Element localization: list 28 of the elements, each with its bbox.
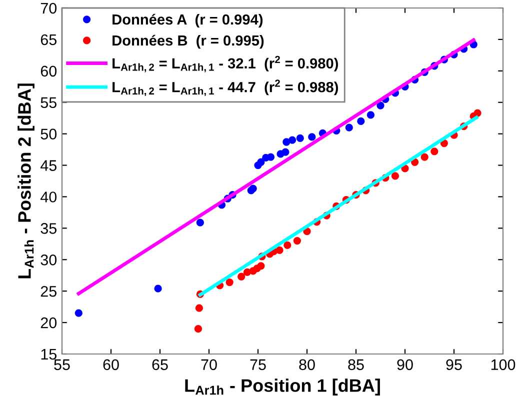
x-tick-label: 90 xyxy=(397,359,413,370)
y-tick-label: 65 xyxy=(40,34,56,46)
x-tick-label: 80 xyxy=(299,359,315,370)
y-tick-label: 35 xyxy=(40,223,56,234)
y-axis-title: L$_{Ar1h}$ - Position 2 [dBA] xyxy=(18,84,34,278)
x-tick-label: 55 xyxy=(54,359,70,370)
y-tick-label: 20 xyxy=(40,317,57,328)
legend-label: Données A (r = 0.994) xyxy=(112,14,263,28)
x-tick-label: 65 xyxy=(152,359,168,370)
y-tick-label: 15 xyxy=(41,349,56,360)
y-tick-label: 40 xyxy=(40,192,57,202)
y-tick-label: 25 xyxy=(40,286,56,297)
x-axis-title: L$_{Ar1h}$ - Position 1 [dBA] xyxy=(185,378,380,396)
legend-label: L$_{Ar1h,2}$ = L$_{Ar1h,1}$ - 44.7 (r$^{2}$ = 0.988) xyxy=(112,80,338,96)
y-tick-label: 50 xyxy=(40,128,57,140)
x-tick-label: 70 xyxy=(201,359,217,370)
y-tick-label: 30 xyxy=(40,254,57,266)
y-tick-label: 55 xyxy=(40,97,56,108)
legend-label: L$_{Ar1h,2}$ = L$_{Ar1h,1}$ - 32.1 (r$^{2}$ = 0.980) xyxy=(112,56,338,72)
y-tick-label: 70 xyxy=(40,2,57,14)
y-tick-label: 60 xyxy=(40,66,57,77)
x-tick-label: 95 xyxy=(446,359,462,370)
y-tick-label: 45 xyxy=(40,160,56,171)
legend-label: Données B (r = 0.995) xyxy=(112,34,264,49)
x-tick-label: 75 xyxy=(250,359,266,370)
x-tick-label: 85 xyxy=(348,359,364,370)
x-tick-label: 100 xyxy=(491,359,516,370)
x-tick-label: 60 xyxy=(103,359,119,370)
